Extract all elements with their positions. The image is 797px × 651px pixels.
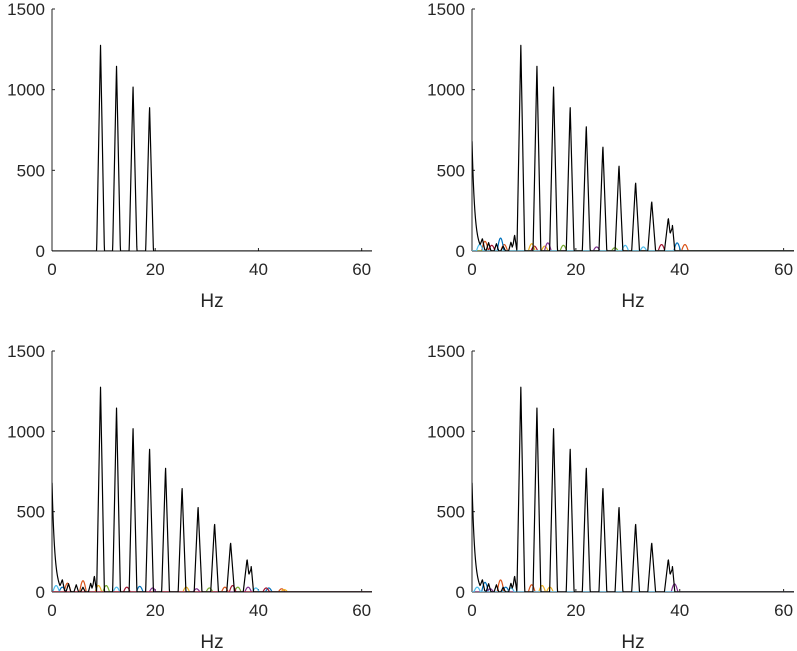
spectrum-line — [52, 386, 372, 592]
y-tick-label: 1500 — [427, 342, 465, 361]
chart-panel-top-right: 0 500 1000 1500 0 20 40 60 Hz — [427, 0, 794, 312]
component-line-component-2 — [472, 237, 794, 251]
x-tick-label: 20 — [146, 601, 165, 620]
x-tick-label: 60 — [774, 601, 793, 620]
x-tick-label: 40 — [670, 601, 689, 620]
x-tick-label: 0 — [47, 601, 56, 620]
y-tick-label: 500 — [17, 161, 45, 180]
y-tick-label: 500 — [17, 503, 45, 522]
x-tick-label: 20 — [566, 260, 585, 279]
plot-area — [472, 44, 794, 251]
y-tick-label: 1500 — [427, 0, 465, 19]
spectrum-line — [52, 44, 372, 251]
plot-area — [52, 386, 372, 592]
y-tick-label: 1000 — [7, 422, 45, 441]
y-tick-label: 0 — [456, 242, 465, 261]
chart-panel-top-left: 0 500 1000 1500 0 20 40 60 Hz — [7, 0, 372, 312]
component-line-component-3 — [472, 243, 794, 251]
x-axis-label: Hz — [200, 291, 223, 312]
component-line-component-4 — [52, 584, 372, 592]
y-tick-label: 1500 — [7, 0, 45, 19]
component-line-component-5 — [472, 586, 794, 592]
y-tick-label: 500 — [437, 503, 465, 522]
component-line-component-5 — [472, 242, 794, 251]
y-tick-label: 0 — [36, 583, 45, 602]
y-tick-label: 1000 — [427, 81, 465, 100]
x-tick-label: 60 — [352, 601, 371, 620]
x-tick-label: 20 — [146, 260, 165, 279]
component-line-component-3 — [472, 584, 794, 592]
spectrum-line — [472, 386, 794, 592]
component-line-component-4 — [472, 243, 794, 251]
x-tick-label: 0 — [467, 601, 476, 620]
spectrum-line — [472, 44, 794, 251]
y-tick-label: 1000 — [7, 81, 45, 100]
x-tick-label: 60 — [352, 260, 371, 279]
y-tick-label: 1000 — [427, 422, 465, 441]
chart-panel-bottom-right: 0 500 1000 1500 0 20 40 60 Hz — [427, 342, 794, 651]
x-tick-label: 20 — [566, 601, 585, 620]
x-tick-label: 40 — [249, 601, 268, 620]
y-tick-label: 500 — [437, 161, 465, 180]
x-tick-label: 0 — [47, 260, 56, 279]
component-line-component-4 — [472, 583, 794, 592]
chart-panel-bottom-left: 0 500 1000 1500 0 20 40 60 Hz — [7, 342, 372, 651]
y-tick-label: 1500 — [7, 342, 45, 361]
component-line-component-1 — [472, 240, 794, 251]
x-axis-label: Hz — [200, 632, 223, 651]
x-axis-label: Hz — [621, 632, 644, 651]
x-tick-label: 0 — [467, 260, 476, 279]
component-line-component-1 — [472, 581, 794, 592]
y-tick-label: 0 — [456, 583, 465, 602]
x-tick-label: 60 — [774, 260, 793, 279]
x-tick-label: 40 — [249, 260, 268, 279]
plot-area — [52, 44, 372, 251]
plot-area — [472, 386, 794, 592]
component-line-component-2 — [472, 579, 794, 592]
component-line-component-7 — [472, 243, 794, 251]
x-tick-label: 40 — [670, 260, 689, 279]
component-line-component-6 — [472, 244, 794, 251]
y-tick-label: 0 — [36, 242, 45, 261]
x-axis-label: Hz — [621, 291, 644, 312]
